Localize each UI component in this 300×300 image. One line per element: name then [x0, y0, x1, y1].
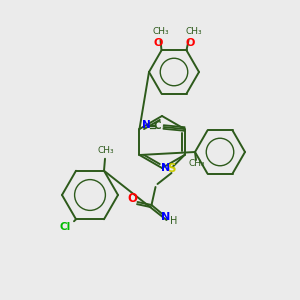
- Text: CH₃: CH₃: [185, 27, 202, 36]
- Text: CH₃: CH₃: [152, 27, 169, 36]
- Text: C: C: [154, 121, 161, 131]
- Text: CH₃: CH₃: [189, 160, 205, 169]
- Text: Cl: Cl: [59, 222, 70, 232]
- Text: O: O: [128, 191, 137, 205]
- Text: S: S: [167, 163, 176, 176]
- Text: N: N: [142, 120, 151, 130]
- Text: O: O: [154, 38, 163, 48]
- Text: N: N: [161, 163, 171, 173]
- Text: CH₃: CH₃: [98, 146, 114, 155]
- Text: O: O: [186, 38, 195, 48]
- Text: N: N: [161, 212, 170, 222]
- Text: H: H: [170, 216, 177, 226]
